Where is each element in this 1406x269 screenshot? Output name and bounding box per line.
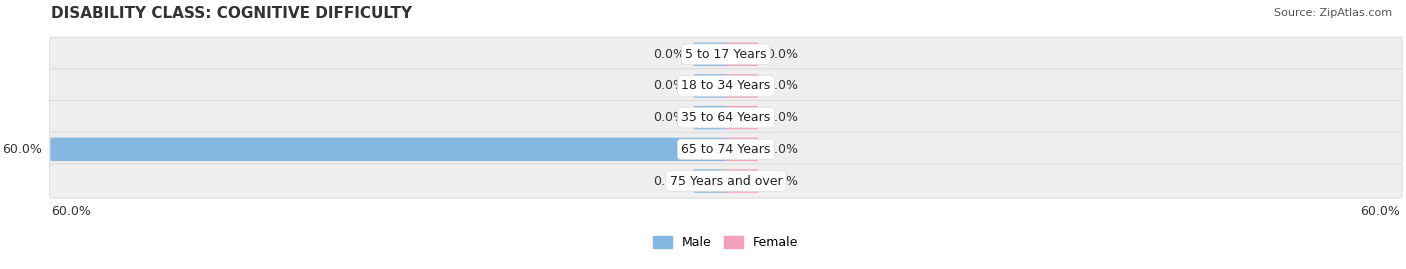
FancyBboxPatch shape: [725, 138, 758, 161]
Text: 0.0%: 0.0%: [654, 111, 685, 124]
FancyBboxPatch shape: [693, 43, 727, 66]
Text: 65 to 74 Years: 65 to 74 Years: [681, 143, 770, 156]
Text: 0.0%: 0.0%: [654, 79, 685, 93]
Text: 60.0%: 60.0%: [51, 205, 91, 218]
FancyBboxPatch shape: [49, 164, 1402, 198]
FancyBboxPatch shape: [49, 69, 1402, 103]
Text: 60.0%: 60.0%: [1361, 205, 1400, 218]
FancyBboxPatch shape: [693, 169, 727, 193]
Text: 5 to 17 Years: 5 to 17 Years: [685, 48, 766, 61]
FancyBboxPatch shape: [693, 106, 727, 129]
Text: 0.0%: 0.0%: [654, 48, 685, 61]
FancyBboxPatch shape: [49, 101, 1402, 135]
FancyBboxPatch shape: [49, 37, 1402, 71]
Text: 60.0%: 60.0%: [3, 143, 42, 156]
FancyBboxPatch shape: [725, 74, 758, 98]
FancyBboxPatch shape: [693, 74, 727, 98]
Text: 18 to 34 Years: 18 to 34 Years: [682, 79, 770, 93]
FancyBboxPatch shape: [725, 43, 758, 66]
Text: 0.0%: 0.0%: [654, 175, 685, 187]
Text: 75 Years and over: 75 Years and over: [669, 175, 782, 187]
FancyBboxPatch shape: [725, 169, 758, 193]
Text: 0.0%: 0.0%: [766, 48, 799, 61]
Text: 0.0%: 0.0%: [766, 143, 799, 156]
FancyBboxPatch shape: [49, 132, 1402, 167]
Text: 0.0%: 0.0%: [766, 111, 799, 124]
Text: 0.0%: 0.0%: [766, 79, 799, 93]
Text: DISABILITY CLASS: COGNITIVE DIFFICULTY: DISABILITY CLASS: COGNITIVE DIFFICULTY: [51, 6, 412, 21]
Legend: Male, Female: Male, Female: [648, 231, 803, 254]
Text: 35 to 64 Years: 35 to 64 Years: [682, 111, 770, 124]
Text: 0.0%: 0.0%: [766, 175, 799, 187]
FancyBboxPatch shape: [51, 138, 727, 161]
Text: Source: ZipAtlas.com: Source: ZipAtlas.com: [1274, 8, 1392, 18]
FancyBboxPatch shape: [725, 106, 758, 129]
